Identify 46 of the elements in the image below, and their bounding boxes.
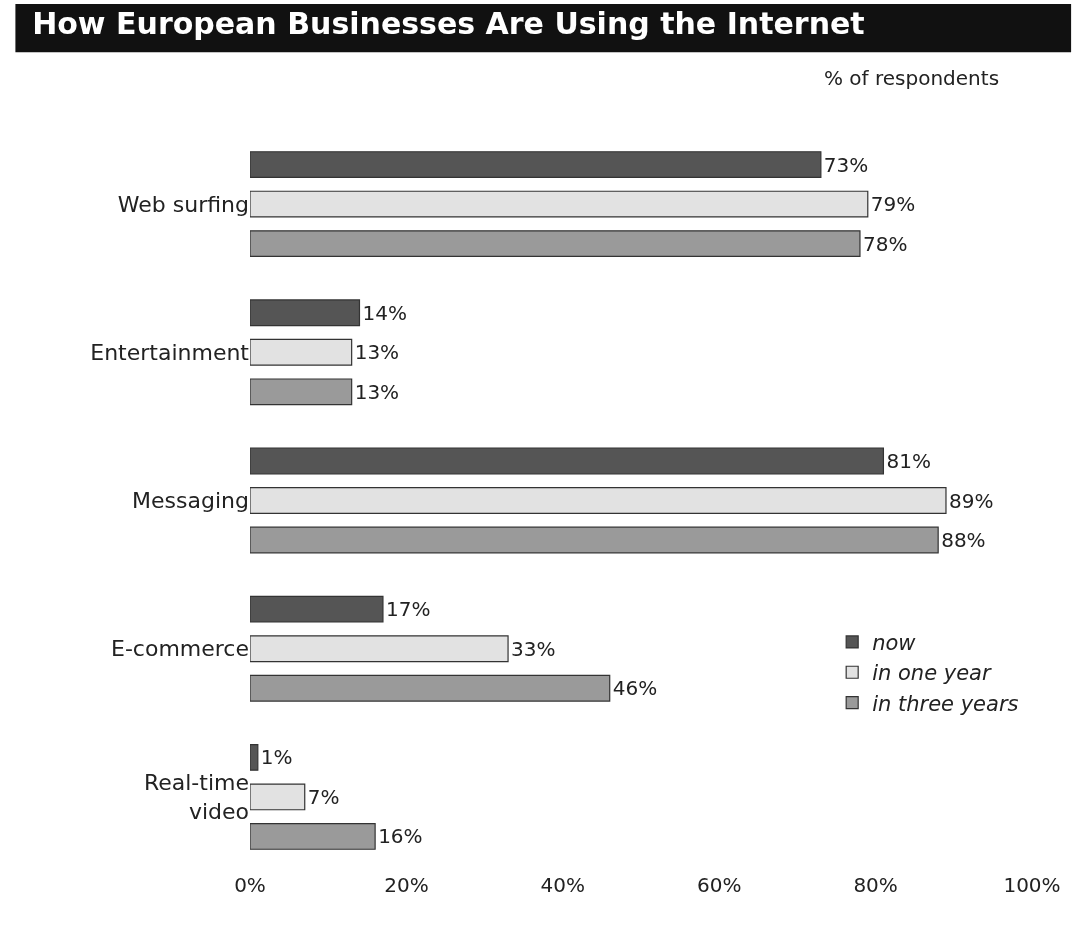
bar [250,526,939,554]
data-label: 13% [354,340,400,365]
data-label: 88% [941,528,986,553]
bar [250,595,384,623]
x-tick-label: 0% [234,873,266,897]
data-label: 78% [862,231,908,256]
y-tick-label: Real-time video [143,770,249,824]
y-tick-label: E-commerce [111,636,249,662]
data-label: 79% [870,192,916,217]
legend-label: in one year [872,661,992,686]
legend-label: in three years [872,691,1019,716]
chart-subtitle: % of respondents [824,66,1000,90]
x-tick-label: 80% [853,873,898,897]
bar [250,743,259,771]
bar [250,635,509,663]
y-tick-label: Web surfing [117,191,249,217]
bar [250,447,885,475]
data-label: 1% [260,745,293,770]
data-label: 14% [362,300,407,325]
y-tick-label: Messaging [132,488,249,514]
data-label: 81% [886,448,931,473]
bar [250,190,869,218]
x-tick-label: 20% [384,873,429,897]
chart-title: How European Businesses Are Using the Internet [32,5,865,41]
bar [250,822,376,850]
bar [250,299,361,327]
x-tick-label: 100% [1003,873,1061,897]
bar [250,378,353,406]
data-label: 33% [511,636,556,661]
bar [250,487,947,514]
bar [250,674,611,702]
bar [250,230,861,258]
data-label: 16% [378,824,423,849]
bar [250,783,306,811]
data-label: 46% [612,676,658,701]
data-label: 73% [823,152,869,177]
x-tick-label: 40% [540,873,586,897]
bar [250,151,822,179]
data-label: 17% [385,597,431,622]
bar [250,338,353,366]
legend-label: now [872,631,917,656]
data-label: 89% [948,488,994,513]
data-label: 7% [307,784,340,809]
x-tick-label: 60% [696,873,742,897]
y-tick-label: Entertainment [90,340,250,365]
data-label: 13% [354,379,400,404]
